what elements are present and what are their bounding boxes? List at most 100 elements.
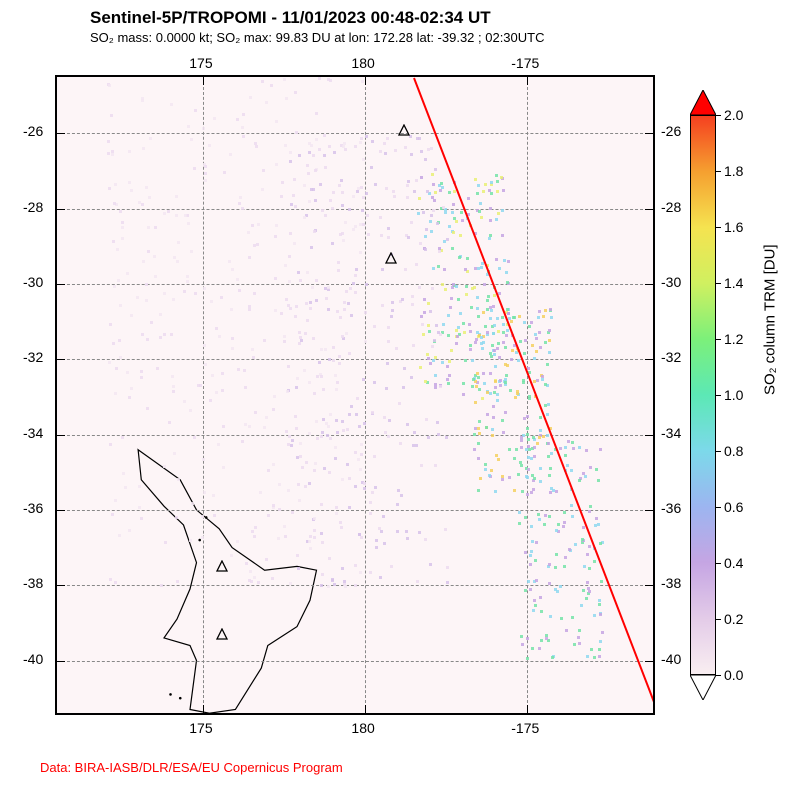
data-pixel [524, 339, 527, 342]
data-pixel [262, 169, 265, 172]
data-pixel [436, 421, 439, 424]
volcano-marker-icon [216, 560, 228, 572]
data-pixel [523, 352, 526, 355]
data-pixel [549, 615, 552, 618]
data-pixel [475, 338, 478, 341]
data-pixel [429, 563, 432, 566]
data-pixel [148, 196, 151, 199]
data-pixel [248, 256, 251, 259]
data-pixel [118, 339, 121, 342]
data-pixel [484, 468, 487, 471]
data-pixel [327, 78, 330, 81]
data-pixel [585, 597, 588, 600]
data-pixel [289, 232, 292, 235]
data-pixel [415, 444, 418, 447]
data-pixel [312, 188, 315, 191]
data-pixel [539, 346, 542, 349]
data-pixel [432, 209, 435, 212]
axis-tick [57, 359, 65, 360]
data-pixel [420, 315, 423, 318]
data-pixel [497, 458, 500, 461]
axis-tick [527, 77, 528, 85]
data-pixel [490, 181, 493, 184]
data-pixel [287, 489, 290, 492]
data-pixel [321, 541, 324, 544]
data-pixel [109, 323, 112, 326]
data-pixel [331, 578, 334, 581]
data-pixel [435, 324, 438, 327]
data-pixel [444, 528, 447, 531]
colorbar-tick [716, 171, 721, 172]
data-pixel [281, 181, 284, 184]
data-pixel [383, 542, 386, 545]
data-pixel [446, 378, 449, 381]
data-pixel [518, 315, 521, 318]
data-pixel [297, 271, 300, 274]
data-pixel [533, 599, 536, 602]
data-pixel [441, 283, 444, 286]
data-pixel [513, 489, 516, 492]
data-pixel [403, 367, 406, 370]
data-pixel [277, 537, 280, 540]
data-pixel [434, 168, 437, 171]
data-pixel [494, 490, 497, 493]
data-pixel [242, 113, 245, 116]
data-pixel [114, 392, 117, 395]
data-pixel [400, 494, 403, 497]
data-pixel [360, 536, 363, 539]
data-pixel [582, 472, 585, 475]
data-pixel [484, 183, 487, 186]
data-pixel [334, 457, 337, 460]
data-pixel [487, 295, 490, 298]
data-pixel [254, 526, 257, 529]
data-pixel [339, 316, 342, 319]
data-pixel [339, 521, 342, 524]
data-pixel [369, 512, 372, 515]
data-pixel [404, 146, 407, 149]
data-pixel [287, 304, 290, 307]
data-pixel [223, 171, 226, 174]
data-pixel [499, 384, 502, 387]
data-pixel [387, 435, 390, 438]
data-pixel [530, 525, 533, 528]
data-pixel [375, 546, 378, 549]
data-pixel [522, 379, 525, 382]
data-pixel [310, 144, 313, 147]
data-pixel [419, 366, 422, 369]
data-pixel [581, 538, 584, 541]
data-pixel [509, 389, 512, 392]
data-pixel [114, 499, 117, 502]
data-pixel [520, 439, 523, 442]
data-pixel [555, 529, 558, 532]
data-pixel [533, 380, 536, 383]
data-pixel [341, 567, 344, 570]
data-pixel [580, 604, 583, 607]
data-pixel [571, 441, 574, 444]
data-pixel [447, 382, 450, 385]
data-pixel [275, 120, 278, 123]
data-pixel [360, 186, 363, 189]
data-pixel [113, 202, 116, 205]
data-pixel [194, 292, 197, 295]
data-pixel [419, 242, 422, 245]
data-pixel [488, 189, 491, 192]
volcano-marker-icon [385, 252, 397, 264]
data-pixel [270, 84, 273, 87]
colorbar-tick [716, 283, 721, 284]
data-pixel [477, 427, 480, 430]
data-pixel [315, 279, 318, 282]
data-pixel [329, 437, 332, 440]
axis-tick [203, 77, 204, 85]
data-pixel [109, 578, 112, 581]
data-pixel [140, 370, 143, 373]
data-pixel [109, 443, 112, 446]
data-pixel [308, 482, 311, 485]
data-pixel [364, 311, 367, 314]
data-pixel [306, 271, 309, 274]
data-pixel [536, 379, 539, 382]
data-pixel [531, 474, 534, 477]
data-pixel [344, 148, 347, 151]
title-block: Sentinel-5P/TROPOMI - 11/01/2023 00:48-0… [90, 8, 545, 45]
data-pixel [263, 339, 266, 342]
data-pixel [526, 433, 529, 436]
